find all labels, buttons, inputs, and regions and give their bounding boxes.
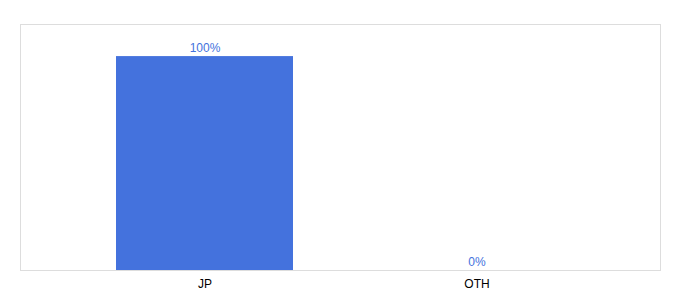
svg-text:0%: 0% xyxy=(468,255,486,269)
svg-text:OTH: OTH xyxy=(464,277,489,291)
svg-text:100%: 100% xyxy=(190,41,221,55)
svg-text:JP: JP xyxy=(198,277,212,291)
